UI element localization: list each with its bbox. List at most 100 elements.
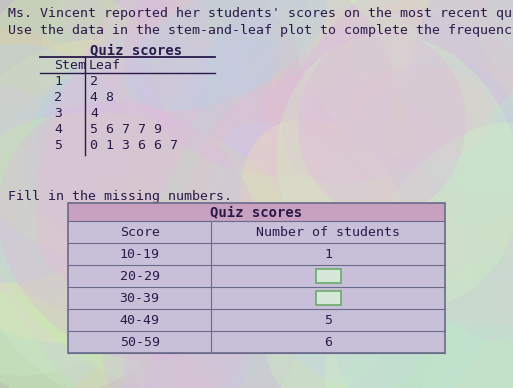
Ellipse shape bbox=[416, 0, 513, 135]
Ellipse shape bbox=[0, 28, 101, 196]
Ellipse shape bbox=[68, 259, 236, 388]
Bar bbox=[68, 243, 445, 265]
Ellipse shape bbox=[35, 62, 277, 297]
Text: 3: 3 bbox=[54, 107, 62, 120]
Text: Leaf: Leaf bbox=[89, 59, 121, 72]
Bar bbox=[68, 203, 445, 353]
Text: Use the data in the stem-and-leaf plot to complete the frequency chart below.: Use the data in the stem-and-leaf plot t… bbox=[8, 24, 513, 37]
Ellipse shape bbox=[258, 0, 488, 109]
Text: 40-49: 40-49 bbox=[120, 314, 160, 326]
Ellipse shape bbox=[340, 0, 513, 322]
Text: 1: 1 bbox=[324, 248, 332, 260]
Ellipse shape bbox=[166, 260, 513, 388]
Text: 20-29: 20-29 bbox=[120, 270, 160, 282]
Ellipse shape bbox=[0, 69, 258, 319]
Ellipse shape bbox=[273, 208, 437, 359]
Ellipse shape bbox=[409, 0, 513, 227]
Ellipse shape bbox=[64, 0, 328, 135]
Text: Number of students: Number of students bbox=[256, 225, 400, 239]
Ellipse shape bbox=[325, 123, 513, 388]
Ellipse shape bbox=[0, 80, 167, 388]
Ellipse shape bbox=[361, 61, 513, 327]
Ellipse shape bbox=[386, 113, 513, 343]
Ellipse shape bbox=[344, 1, 513, 310]
Text: 2: 2 bbox=[54, 91, 62, 104]
Ellipse shape bbox=[254, 4, 513, 267]
Text: 5 6 7 7 9: 5 6 7 7 9 bbox=[90, 123, 162, 136]
Text: Stem: Stem bbox=[54, 59, 86, 72]
Text: Ms. Vincent reported her students' scores on the most recent quiz.: Ms. Vincent reported her students' score… bbox=[8, 7, 513, 20]
Ellipse shape bbox=[0, 125, 144, 297]
Ellipse shape bbox=[102, 278, 249, 388]
Ellipse shape bbox=[226, 138, 402, 312]
Ellipse shape bbox=[241, 9, 492, 255]
Ellipse shape bbox=[149, 0, 321, 148]
Ellipse shape bbox=[0, 159, 150, 376]
Ellipse shape bbox=[0, 101, 262, 361]
Ellipse shape bbox=[179, 148, 474, 388]
Ellipse shape bbox=[187, 73, 472, 348]
Ellipse shape bbox=[265, 0, 495, 253]
Ellipse shape bbox=[298, 31, 466, 217]
Ellipse shape bbox=[350, 0, 513, 195]
Text: 30-39: 30-39 bbox=[120, 291, 160, 305]
Ellipse shape bbox=[0, 173, 264, 388]
Bar bbox=[68, 331, 445, 353]
Bar bbox=[68, 287, 445, 309]
Ellipse shape bbox=[35, 0, 209, 278]
Ellipse shape bbox=[134, 227, 316, 388]
Ellipse shape bbox=[277, 34, 513, 309]
Ellipse shape bbox=[421, 272, 513, 388]
Text: 50-59: 50-59 bbox=[120, 336, 160, 348]
Ellipse shape bbox=[171, 19, 317, 319]
Ellipse shape bbox=[188, 74, 513, 388]
Ellipse shape bbox=[0, 0, 208, 360]
Ellipse shape bbox=[283, 0, 513, 184]
Text: Quiz scores: Quiz scores bbox=[90, 43, 182, 57]
Ellipse shape bbox=[0, 0, 146, 210]
Ellipse shape bbox=[43, 39, 334, 246]
Ellipse shape bbox=[117, 183, 367, 388]
Text: 1: 1 bbox=[54, 75, 62, 88]
Ellipse shape bbox=[250, 28, 460, 242]
Ellipse shape bbox=[41, 0, 344, 140]
Ellipse shape bbox=[0, 113, 288, 278]
Bar bbox=[68, 221, 445, 243]
Text: Fill in the missing numbers.: Fill in the missing numbers. bbox=[8, 190, 232, 203]
Ellipse shape bbox=[325, 0, 513, 118]
Text: Quiz scores: Quiz scores bbox=[210, 205, 303, 219]
Bar bbox=[315, 291, 341, 305]
Ellipse shape bbox=[210, 122, 425, 388]
Text: 4: 4 bbox=[54, 123, 62, 136]
Ellipse shape bbox=[350, 64, 493, 163]
Ellipse shape bbox=[57, 35, 350, 339]
Text: 10-19: 10-19 bbox=[120, 248, 160, 260]
Ellipse shape bbox=[117, 89, 413, 388]
Text: 6: 6 bbox=[324, 336, 332, 348]
Ellipse shape bbox=[124, 0, 394, 177]
Text: 0 1 3 6 6 7: 0 1 3 6 6 7 bbox=[90, 139, 178, 152]
Text: 2: 2 bbox=[90, 75, 98, 88]
Ellipse shape bbox=[371, 0, 513, 289]
Ellipse shape bbox=[373, 0, 513, 156]
Ellipse shape bbox=[70, 239, 361, 338]
Ellipse shape bbox=[0, 39, 219, 342]
Ellipse shape bbox=[265, 213, 404, 388]
Bar bbox=[68, 265, 445, 287]
Ellipse shape bbox=[64, 0, 318, 189]
Text: Score: Score bbox=[120, 225, 160, 239]
Ellipse shape bbox=[241, 119, 408, 309]
Ellipse shape bbox=[298, 0, 513, 203]
Ellipse shape bbox=[0, 0, 187, 196]
Text: 4 8: 4 8 bbox=[90, 91, 114, 104]
Ellipse shape bbox=[123, 247, 363, 388]
Ellipse shape bbox=[392, 135, 513, 388]
Ellipse shape bbox=[220, 0, 427, 210]
Ellipse shape bbox=[126, 0, 327, 111]
Ellipse shape bbox=[0, 106, 132, 388]
Ellipse shape bbox=[22, 30, 193, 225]
Ellipse shape bbox=[134, 10, 275, 288]
Ellipse shape bbox=[0, 111, 121, 308]
Ellipse shape bbox=[136, 230, 420, 323]
Ellipse shape bbox=[234, 0, 379, 92]
